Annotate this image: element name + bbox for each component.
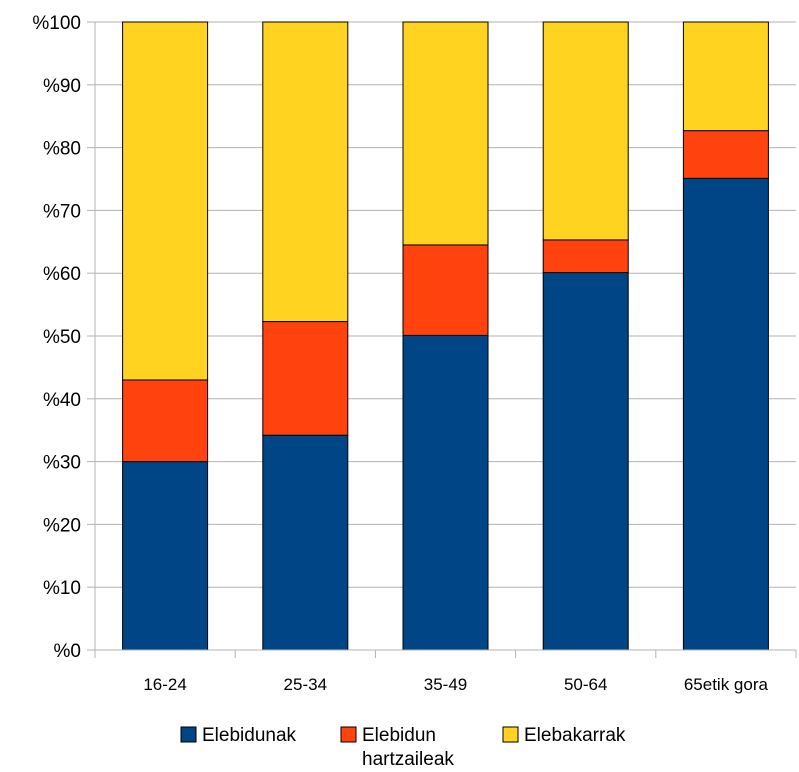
y-tick-label: %80 (43, 139, 81, 160)
y-tick-label: %40 (43, 390, 81, 411)
bar-segment-1 (682, 177, 769, 651)
legend-label: Elebakarrak (524, 725, 626, 746)
y-tick-label: %50 (43, 327, 81, 348)
y-tick-labels: %0 %10 %20 %30 %40 %50 %60 %70 %80 %90 %100 (32, 13, 81, 662)
legend-label: Elebidun (362, 725, 436, 746)
bar-segment-1 (402, 334, 489, 651)
y-tick-label: %10 (43, 578, 81, 599)
legend-label: Elebidunak (202, 725, 297, 746)
y-tick-label: %0 (54, 641, 81, 662)
x-tick-label: 50-64 (564, 675, 607, 694)
bar-segment-3 (402, 21, 489, 246)
bar-segment-2 (122, 379, 209, 463)
legend: Elebidunak Elebidun hartzaileak Elebakarrak (180, 725, 626, 770)
bar-segment-1 (542, 272, 629, 651)
y-tick-label: %100 (32, 13, 81, 34)
y-tick-label: %60 (43, 264, 81, 285)
x-tick-label: 35-49 (424, 675, 467, 694)
bar-segment-3 (262, 21, 349, 323)
bar-segment-3 (682, 21, 769, 132)
bar-segment-2 (682, 130, 769, 179)
legend-label: hartzaileak (362, 749, 454, 770)
x-tick-label: 16-24 (143, 675, 186, 694)
legend-swatch (502, 726, 519, 743)
bar-segment-3 (122, 21, 209, 381)
y-tick-label: %70 (43, 201, 81, 222)
legend-swatch (180, 726, 197, 743)
x-tick-label: 65etik gora (684, 675, 769, 694)
legend-swatch (340, 726, 357, 743)
y-tick-label: %90 (43, 76, 81, 97)
bar-segment-3 (542, 21, 629, 241)
x-tick-labels: 16-24 25-34 35-49 50-64 65etik gora (143, 675, 768, 694)
y-tick-label: %20 (43, 515, 81, 536)
bar-segment-1 (262, 434, 349, 651)
axes (87, 21, 797, 658)
bars (122, 21, 769, 651)
x-tick-label: 25-34 (284, 675, 327, 694)
bar-segment-2 (542, 239, 629, 274)
bar-segment-1 (122, 461, 209, 651)
y-tick-label: %30 (43, 453, 81, 474)
bar-segment-2 (262, 321, 349, 436)
bar-segment-2 (402, 244, 489, 336)
